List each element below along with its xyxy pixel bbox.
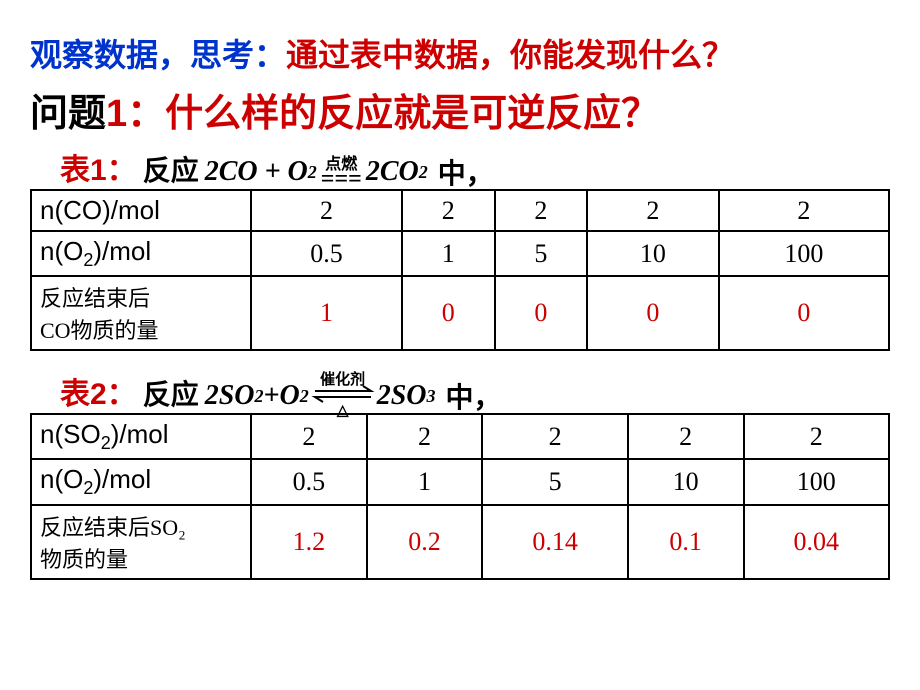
t2-cell: 1 (367, 459, 483, 504)
t1-r2-head: n(O2)/mol (31, 231, 251, 276)
t2-cell: 2 (628, 414, 744, 459)
t1-cell: 2 (402, 190, 495, 231)
eq2-right: 2SO (377, 380, 427, 412)
question-1: 问题1：什么样的反应就是可逆反应？ (30, 82, 890, 137)
slide-content: 观察数据，思考：通过表中数据，你能发现什么？ 问题1：什么样的反应就是可逆反应？… (0, 0, 920, 618)
q1-label-red: 1： (106, 93, 165, 135)
eq1-left-sub: 2 (308, 162, 317, 183)
table2: n(SO2)/mol 2 2 2 2 2 n(O2)/mol 0.5 1 5 1… (30, 413, 890, 579)
table-row: 反应结束后SO₂ 物质的量 1.2 0.2 0.14 0.1 0.04 (31, 505, 889, 579)
table2-reaction-word: 反应 (143, 373, 199, 413)
t1-cell: 1 (251, 276, 402, 350)
t1-cell: 0.5 (251, 231, 402, 276)
t2-cell: 2 (251, 414, 367, 459)
t2-cell: 100 (744, 459, 889, 504)
t1-cell: 100 (719, 231, 889, 276)
t1-cell: 0 (402, 276, 495, 350)
table-row: n(O2)/mol 0.5 1 5 10 100 (31, 459, 889, 504)
reversible-arrow-icon (311, 384, 375, 408)
eq2-left: 2SO (205, 380, 255, 412)
t1-cell: 5 (495, 231, 588, 276)
table1: n(CO)/mol 2 2 2 2 2 n(O2)/mol 0.5 1 5 10… (30, 189, 890, 351)
t2-cell: 0.5 (251, 459, 367, 504)
eq2-condition: 催化剂 △ (311, 373, 375, 419)
eq1-right-sub: 2 (419, 162, 428, 183)
t2-cell: 0.1 (628, 505, 744, 579)
t1-r3-head: 反应结束后 CO物质的量 (31, 276, 251, 350)
table2-equation: 2SO2+O2 催化剂 △ 2SO3 中， (205, 373, 502, 419)
t2-cell: 5 (482, 459, 627, 504)
q1-label-black: 问题 (30, 93, 106, 135)
eq1-right: 2CO (366, 156, 419, 188)
table-row: n(SO2)/mol 2 2 2 2 2 (31, 414, 889, 459)
eq1-condition: 点燃 === (321, 157, 362, 188)
table-row: n(CO)/mol 2 2 2 2 2 (31, 190, 889, 231)
eq1-equals: === (321, 171, 362, 188)
t2-r3-head: 反应结束后SO₂ 物质的量 (31, 505, 251, 579)
t2-r2-head: n(O2)/mol (31, 459, 251, 504)
header-prefix: 观察数据，思考： (30, 37, 286, 73)
eq2-zhong: 中， (445, 376, 501, 416)
t1-cell: 2 (719, 190, 889, 231)
t2-cell: 2 (744, 414, 889, 459)
t2-cell: 2 (367, 414, 483, 459)
q1-text: 什么样的反应就是可逆反应？ (165, 93, 659, 135)
t1-cell: 10 (587, 231, 718, 276)
table1-equation: 2CO + O2 点燃 === 2CO2 中， (205, 152, 494, 192)
t1-cell: 2 (495, 190, 588, 231)
t2-cell: 10 (628, 459, 744, 504)
header-suffix: 通过表中数据，你能发现什么？ (286, 37, 734, 73)
t1-r1-head: n(CO)/mol (31, 190, 251, 231)
t2-cell: 1.2 (251, 505, 367, 579)
table1-label: 表1： (60, 145, 137, 189)
t2-cell: 0.2 (367, 505, 483, 579)
header-line: 观察数据，思考：通过表中数据，你能发现什么？ (30, 30, 890, 76)
t1-cell: 2 (251, 190, 402, 231)
table2-label: 表2： (60, 369, 137, 413)
table1-reaction-word: 反应 (143, 149, 199, 189)
t1-cell: 0 (587, 276, 718, 350)
t1-cell: 0 (719, 276, 889, 350)
t1-cell: 2 (587, 190, 718, 231)
t2-cell: 0.04 (744, 505, 889, 579)
table2-title: 表2： 反应 2SO2+O2 催化剂 △ 2SO3 中， (60, 369, 890, 409)
t1-cell: 0 (495, 276, 588, 350)
eq1-left: 2CO + O (205, 156, 308, 188)
eq1-zhong: 中， (438, 152, 494, 192)
t2-r1-head: n(SO2)/mol (31, 414, 251, 459)
t2-cell: 0.14 (482, 505, 627, 579)
table-row: 反应结束后 CO物质的量 1 0 0 0 0 (31, 276, 889, 350)
t1-cell: 1 (402, 231, 495, 276)
table-row: n(O2)/mol 0.5 1 5 10 100 (31, 231, 889, 276)
table1-title: 表1： 反应 2CO + O2 点燃 === 2CO2 中， (60, 145, 890, 185)
t2-cell: 2 (482, 414, 627, 459)
